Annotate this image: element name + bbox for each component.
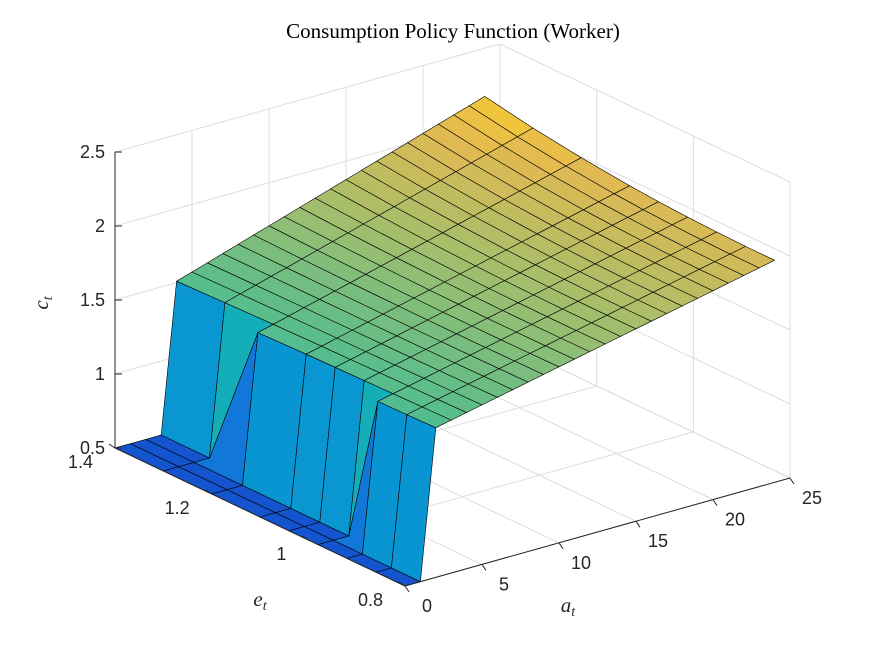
x-tick-label: 10 (571, 553, 591, 573)
x-axis-label-main: a (561, 593, 572, 617)
y-axis-label: et (253, 587, 267, 614)
y-axis-label-main: e (253, 587, 262, 611)
x-tick-label: 15 (648, 531, 668, 551)
x-tick-label: 20 (725, 510, 745, 530)
z-tick-label: 2 (95, 216, 105, 236)
y-tick-mark (205, 489, 212, 495)
y-tick-label: 1.2 (165, 498, 190, 518)
z-axis-label-main: c (29, 300, 53, 310)
z-axis-label-sub: t (41, 295, 56, 300)
z-tick-label: 0.5 (80, 438, 105, 458)
x-tick-label: 25 (802, 488, 822, 508)
y-tick-mark (108, 443, 116, 449)
chart-title: Consumption Policy Function (Worker) (286, 19, 620, 43)
grid-line (114, 43, 501, 153)
z-tick-label: 1 (95, 364, 105, 384)
y-tick-label: 1.4 (68, 452, 93, 472)
x-tick-mark (635, 520, 641, 528)
y-tick-mark (398, 581, 406, 587)
x-tick-label: 0 (422, 596, 432, 616)
x-axis-label-sub: t (571, 605, 576, 620)
y-tick-label: 1 (276, 544, 286, 564)
z-axis-label: ct (29, 295, 56, 309)
x-tick-mark (789, 477, 795, 485)
y-tick-label: 0.8 (358, 590, 383, 610)
z-tick-label: 1.5 (80, 290, 105, 310)
surface-patch (729, 246, 776, 269)
axis-ticks: 0 5 10 15 20 25 0.8 1 1.2 1.40.5 1 1.5 2 2.5 (68, 142, 822, 616)
x-tick-mark (558, 542, 564, 550)
x-tick-label: 5 (499, 574, 509, 594)
x-tick-mark (481, 564, 487, 571)
surface-plot (114, 96, 776, 587)
x-tick-mark (404, 585, 410, 593)
x-axis-line (404, 477, 791, 587)
y-tick-mark (302, 535, 309, 541)
z-tick-label: 2.5 (80, 142, 105, 162)
grid-line (499, 43, 791, 183)
y-axis-label-sub: t (263, 599, 268, 614)
y-axis-line (114, 447, 406, 587)
x-tick-mark (712, 499, 718, 506)
x-axis-label: at (561, 593, 577, 620)
